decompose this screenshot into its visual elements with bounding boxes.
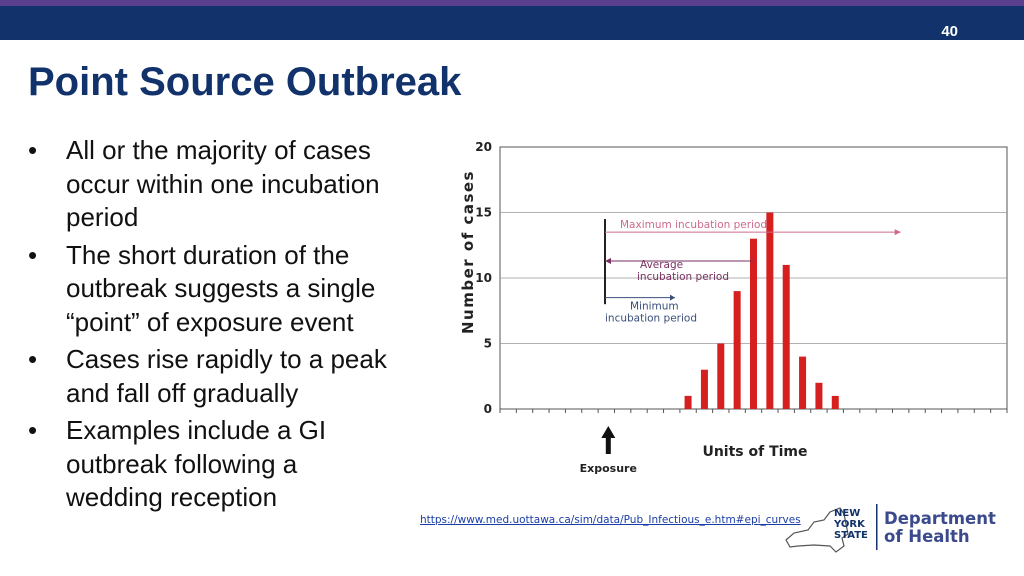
bullet-line: Cases rise rapidly to a peak <box>66 344 387 374</box>
bar <box>815 382 823 409</box>
bullet-item: • Examples include a GI outbreak followi… <box>28 414 428 515</box>
average-period-label: Average <box>640 259 683 271</box>
y-tick-label: 20 <box>475 140 492 154</box>
bullet-line: wedding reception <box>66 482 278 512</box>
bar <box>700 369 708 409</box>
epidemic-curve-chart: 0 5 10 15 20 Maximum incubation period Averag… <box>459 140 1008 475</box>
bullet-item: • Cases rise rapidly to a peak and fall … <box>28 343 428 410</box>
bullet-line: The short duration of the <box>66 239 350 270</box>
bar <box>799 356 807 409</box>
up-arrow-icon <box>601 426 616 454</box>
bullet-item: • The short duration of the outbreak sug… <box>28 239 428 340</box>
bar <box>766 212 774 409</box>
logo-divider <box>876 504 878 550</box>
bar <box>750 238 757 409</box>
bullet-line: Examples include a GI <box>66 415 327 445</box>
logo-dept-line: of Health <box>884 527 970 546</box>
exposure-label: Exposure <box>580 462 637 475</box>
minimum-period-label: Minimum <box>630 301 679 313</box>
logo-state-line: STATE <box>834 530 868 541</box>
x-axis-ticks <box>499 409 1008 413</box>
y-tick-label: 15 <box>475 206 492 220</box>
logo-dept-line: Department <box>884 509 996 528</box>
bullet-dot-icon: • <box>28 135 38 165</box>
nys-state-outline-icon <box>785 507 849 553</box>
bar <box>717 343 725 409</box>
bullet-line: “point” of exposure event <box>66 306 354 337</box>
average-period-label: incubation period <box>637 271 729 283</box>
bar-series <box>684 212 839 409</box>
y-tick-label: 10 <box>475 271 492 285</box>
incubation-annotations: Maximum incubation periodAverageincubati… <box>604 219 901 325</box>
logo-state-line: NEW <box>834 508 860 519</box>
y-axis-label: Number of cases <box>459 170 477 334</box>
bar <box>733 291 741 409</box>
y-axis-ticks: 0 5 10 15 20 <box>475 140 492 416</box>
bullet-item: • All or the majority of cases occur wit… <box>28 134 428 235</box>
bullet-list: • All or the majority of cases occur wit… <box>28 134 428 519</box>
bullet-dot-icon: • <box>28 415 38 445</box>
bar <box>782 264 790 409</box>
bullet-line: outbreak following a <box>66 448 298 479</box>
exposure-marker: Exposure <box>580 426 637 475</box>
arrow-head-icon <box>670 294 675 301</box>
maximum-period-label: Maximum incubation period <box>620 219 767 231</box>
y-tick-label: 5 <box>484 337 492 351</box>
bullet-dot-icon: • <box>28 239 38 270</box>
slide-number: 40 <box>941 23 958 40</box>
arrow-head-icon <box>605 257 611 264</box>
bullet-line: outbreak suggests a single <box>66 273 376 303</box>
top-accent-strip <box>0 0 1024 6</box>
bullet-dot-icon: • <box>28 344 38 374</box>
source-link[interactable]: https://www.med.uottawa.ca/sim/data/Pub_… <box>420 514 801 526</box>
bar <box>831 395 839 409</box>
bullet-line: period <box>66 202 139 232</box>
x-axis-label: Units of Time <box>702 444 807 460</box>
bullet-line: and fall off gradually <box>66 377 299 408</box>
slide-title: Point Source Outbreak <box>28 60 462 104</box>
bar <box>684 395 692 409</box>
bullet-line: All or the majority of cases <box>66 135 371 165</box>
logo-state-line: YORK <box>833 519 866 530</box>
header-bar: 40 <box>0 6 1024 40</box>
arrow-head-icon <box>894 229 901 236</box>
y-tick-label: 0 <box>484 402 492 416</box>
bullet-line: occur within one incubation <box>66 168 380 199</box>
nys-department-of-health-logo: NEW YORK STATE Department of Health <box>785 504 996 553</box>
minimum-period-label: incubation period <box>605 313 697 325</box>
